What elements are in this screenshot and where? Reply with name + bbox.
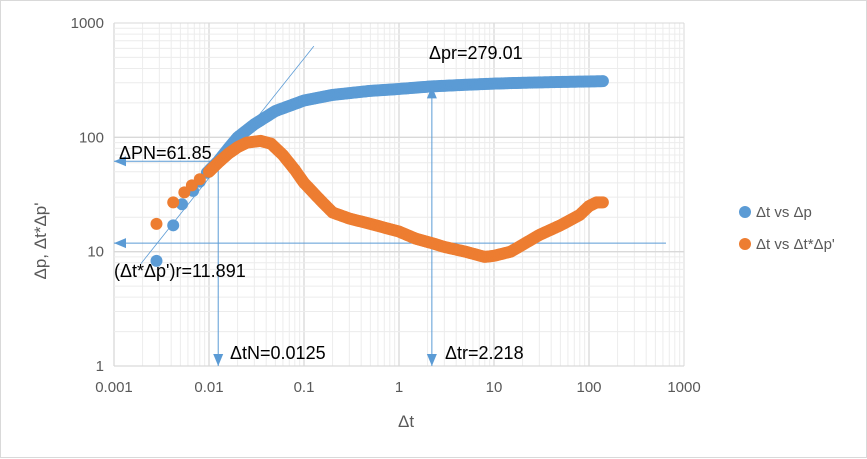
x-axis-title: Δt (398, 412, 414, 431)
arrow-left-icon (114, 238, 126, 249)
derivative-point (167, 196, 180, 209)
y-tick-label: 100 (79, 129, 104, 146)
y-axis-title: Δp, Δt*Δp' (31, 202, 50, 279)
x-tick-label: 1000 (667, 379, 700, 396)
x-tick-label: 10 (486, 379, 503, 396)
annotation-tn: ΔtN=0.0125 (230, 343, 326, 363)
arrow-down-icon (213, 354, 224, 366)
legend-marker-dp (739, 206, 751, 218)
annotation-pr: Δpr=279.01 (429, 43, 523, 63)
data-points (150, 75, 609, 267)
pressure-point (150, 254, 163, 267)
derivative-point (178, 186, 191, 199)
derivative-point (150, 217, 163, 230)
arrow-left-icon (114, 156, 126, 167)
x-tick-label: 0.1 (294, 379, 315, 396)
pressure-point (167, 219, 180, 232)
derivative-point (596, 196, 609, 209)
legend-label-derivative: Δt vs Δt*Δp' (756, 236, 835, 253)
y-tick-label: 1 (96, 358, 104, 375)
y-tick-label: 10 (87, 244, 104, 261)
derivative-point (193, 173, 206, 186)
legend-marker-derivative (739, 238, 751, 250)
annotation-pn: ΔPN=61.85 (119, 143, 212, 163)
annotation-derivative-r: (Δt*Δp')r=11.891 (114, 261, 246, 281)
grid (113, 22, 685, 367)
tick-labels: 0.001 0.01 0.1 1 10 100 1000 1 10 100 1000 (71, 15, 701, 396)
x-tick-label: 0.001 (95, 379, 133, 396)
legend-label-dp: Δt vs Δp (756, 204, 812, 221)
annotation-tr: Δtr=2.218 (445, 343, 524, 363)
x-tick-label: 1 (395, 379, 403, 396)
x-tick-label: 0.01 (194, 379, 223, 396)
arrow-down-icon (426, 354, 437, 366)
pressure-point (596, 75, 609, 88)
y-tick-label: 1000 (71, 15, 104, 32)
x-tick-label: 100 (576, 379, 601, 396)
